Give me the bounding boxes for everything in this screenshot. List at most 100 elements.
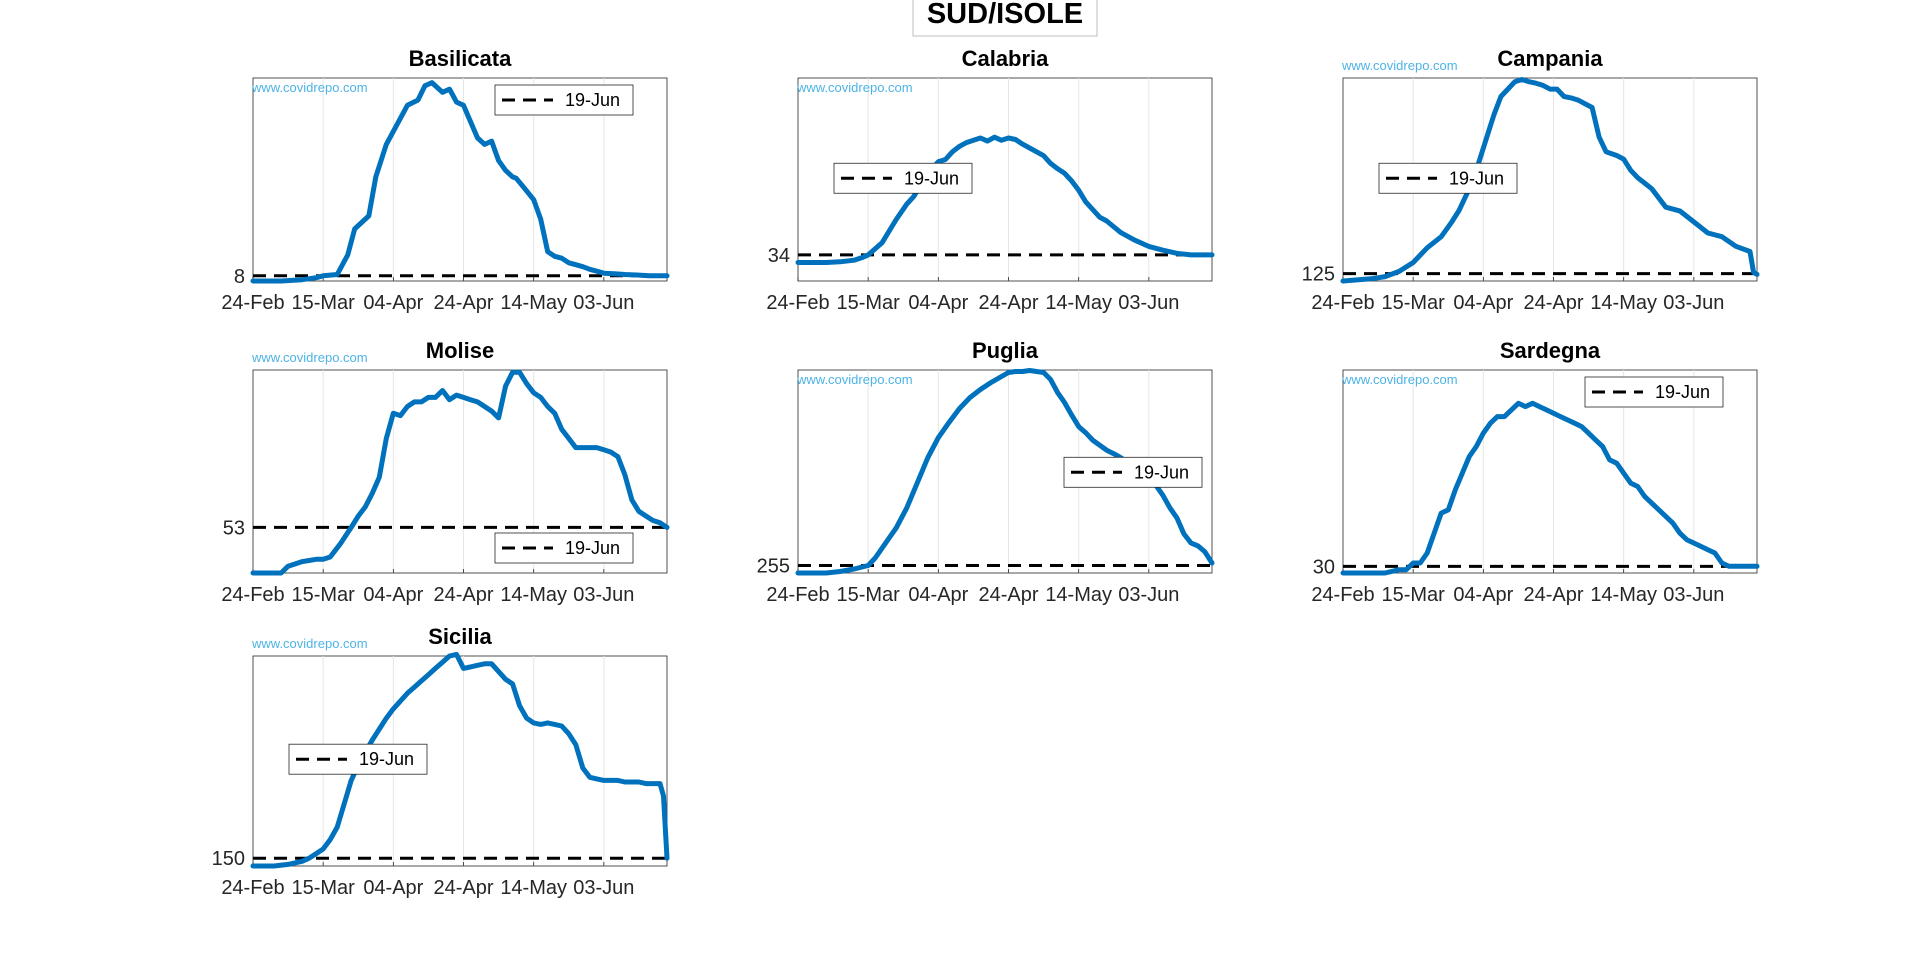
x-tick-label: 24-Apr [433, 877, 493, 899]
series-line-molise [250, 369, 670, 576]
x-tick-label: 03-Jun [1663, 292, 1724, 314]
legend-label: 19-Jun [565, 90, 620, 110]
x-tick-label: 24-Apr [978, 292, 1038, 314]
watermark: www.covidrepo.com [1341, 58, 1458, 73]
panel-title: Sicilia [428, 624, 492, 649]
panel-puglia: Puglia 24-Feb 15-Mar 04-Apr 24-Apr 14-May 03-J… [757, 338, 1215, 606]
legend-box [494, 84, 634, 116]
panel-molise: Molise 24-Feb 15-Mar 04-Apr 24-Apr 14-May 03-J… [221, 338, 670, 606]
panel-basilicata: Basilicata 24-Feb 15-Mar 04-Apr 24-Apr 14-May… [221, 46, 670, 314]
x-tick-label: 04-Apr [363, 877, 423, 899]
legend: 19-Jun [833, 162, 973, 194]
panel-calabria: Calabria 24-Feb 15-Mar 04-Apr 24-Apr 14-May 03… [766, 46, 1215, 314]
legend-box [1378, 162, 1518, 194]
x-tick-label: 24-Apr [978, 584, 1038, 606]
y-tick-label: 34 [768, 245, 790, 267]
panel-sardegna: Sardegna 24-Feb 15-Mar 04-Apr 24-Apr 14-May 03… [1311, 338, 1760, 606]
x-tick-label: 15-Mar [1381, 584, 1445, 606]
y-tick-label: 150 [212, 848, 245, 870]
watermark: www.covidrepo.com [1341, 372, 1458, 387]
watermark: www.covidrepo.com [796, 80, 913, 95]
x-tick-label: 24-Apr [433, 292, 493, 314]
watermark: www.covidrepo.com [251, 636, 368, 651]
series-line-calabria [795, 134, 1215, 265]
x-tick-label: 24-Apr [1523, 584, 1583, 606]
legend-label: 19-Jun [904, 168, 959, 188]
x-tick-label: 15-Mar [836, 584, 900, 606]
x-tick-label: 03-Jun [573, 877, 634, 899]
figure-title-frame [912, 0, 1098, 37]
x-tick-label: 04-Apr [363, 584, 423, 606]
x-tick-label: 04-Apr [1453, 292, 1513, 314]
legend: 19-Jun [1584, 376, 1724, 408]
x-tick-label: 24-Apr [1523, 292, 1583, 314]
x-tick-label: 14-May [500, 877, 567, 899]
x-tick-label: 04-Apr [1453, 584, 1513, 606]
x-tick-label: 04-Apr [908, 584, 968, 606]
x-tick-label: 03-Jun [573, 584, 634, 606]
panel-title: Basilicata [409, 46, 512, 71]
x-tick-label: 24-Feb [766, 584, 829, 606]
legend-box [833, 162, 973, 194]
x-tick-label: 03-Jun [573, 292, 634, 314]
figure-title: SUD/ISOLE [927, 0, 1083, 30]
panel-title: Molise [426, 338, 494, 363]
panel-sicilia: Sicilia 24-Feb 15-Mar 04-Apr 24-Apr 14-May 03-… [212, 624, 670, 899]
y-tick-label: 125 [1302, 264, 1335, 286]
x-tick-label: 15-Mar [291, 584, 355, 606]
x-tick-label: 04-Apr [908, 292, 968, 314]
x-tick-label: 15-Mar [1381, 292, 1445, 314]
x-tick-label: 24-Feb [221, 292, 284, 314]
legend: 19-Jun [1063, 456, 1203, 488]
watermark: www.covidrepo.com [251, 350, 368, 365]
x-tick-label: 03-Jun [1663, 584, 1724, 606]
series-line-campania [1340, 77, 1760, 284]
panel-title: Sardegna [1500, 338, 1601, 363]
panel-campania: Campania 24-Feb 15-Mar 04-Apr 24-Apr 14-May 03… [1302, 46, 1760, 314]
y-tick-label: 255 [757, 555, 790, 577]
panel-title: Campania [1497, 46, 1603, 71]
x-tick-label: 24-Feb [221, 584, 284, 606]
series-line-basilicata [250, 80, 670, 284]
x-tick-label: 14-May [1590, 292, 1657, 314]
figure-title-box: SUD/ISOLE [912, 0, 1098, 37]
x-tick-label: 14-May [1045, 292, 1112, 314]
chart-panels: Basilicata 24-Feb 15-Mar 04-Apr 24-Apr 14-May… [212, 46, 1760, 899]
series-line-sardegna [1340, 400, 1760, 576]
legend-box [494, 532, 634, 564]
x-tick-label: 03-Jun [1118, 292, 1179, 314]
x-tick-label: 14-May [500, 584, 567, 606]
legend: 19-Jun [288, 743, 428, 775]
legend-box [1584, 376, 1724, 408]
watermark: www.covidrepo.com [796, 372, 913, 387]
x-tick-label: 14-May [1045, 584, 1112, 606]
panel-title: Puglia [972, 338, 1039, 363]
legend-label: 19-Jun [359, 749, 414, 769]
legend: 19-Jun [494, 84, 634, 116]
panel-title: Calabria [962, 46, 1050, 71]
x-tick-label: 14-May [1590, 584, 1657, 606]
legend-label: 19-Jun [565, 538, 620, 558]
x-tick-label: 03-Jun [1118, 584, 1179, 606]
x-tick-label: 14-May [500, 292, 567, 314]
x-tick-label: 24-Apr [433, 584, 493, 606]
x-tick-label: 24-Feb [1311, 584, 1374, 606]
legend: 19-Jun [1378, 162, 1518, 194]
series-line-sicilia [250, 651, 670, 869]
y-tick-label: 30 [1313, 556, 1335, 578]
legend-box [1063, 456, 1203, 488]
y-tick-label: 8 [234, 266, 245, 288]
legend-label: 19-Jun [1655, 382, 1710, 402]
x-tick-label: 24-Feb [1311, 292, 1374, 314]
x-tick-label: 04-Apr [363, 292, 423, 314]
x-tick-label: 15-Mar [836, 292, 900, 314]
legend-box [288, 743, 428, 775]
watermark: www.covidrepo.com [251, 80, 368, 95]
x-tick-label: 15-Mar [291, 292, 355, 314]
legend-label: 19-Jun [1134, 462, 1189, 482]
legend: 19-Jun [494, 532, 634, 564]
x-tick-label: 24-Feb [221, 877, 284, 899]
x-tick-label: 24-Feb [766, 292, 829, 314]
legend-label: 19-Jun [1449, 168, 1504, 188]
